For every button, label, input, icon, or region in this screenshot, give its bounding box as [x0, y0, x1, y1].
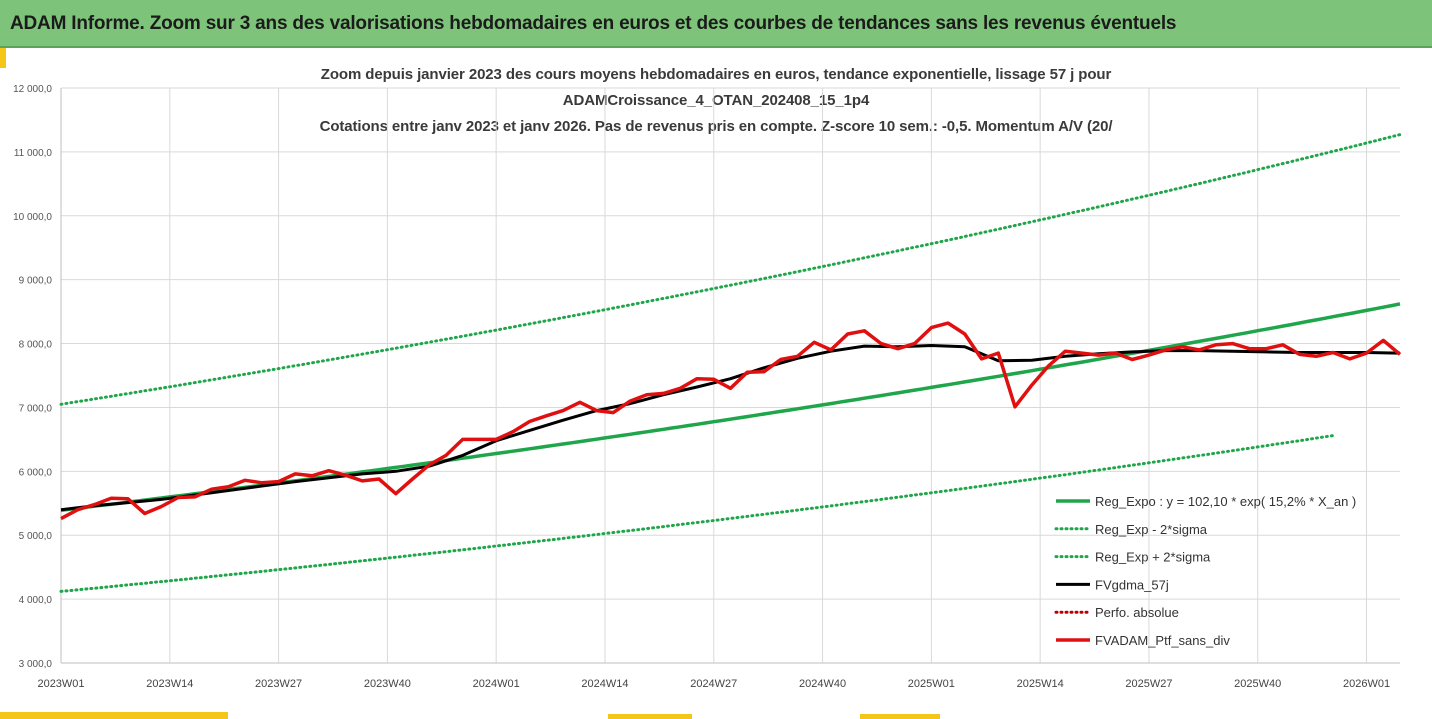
report-banner: ADAM Informe. Zoom sur 3 ans des valoris… [0, 0, 1432, 48]
chart-legend: Reg_Expo : y = 102,10 * exp( 15,2% * X_a… [1054, 494, 1356, 648]
x-tick-label: 2026W01 [1343, 678, 1390, 690]
y-tick-label: 7 000,0 [19, 403, 53, 414]
x-tick-label: 2024W40 [799, 678, 846, 690]
series-line-3 [60, 344, 1401, 512]
accent-bar-bottom-mid2 [860, 714, 940, 719]
x-tick-label: 2024W14 [581, 678, 628, 690]
chart-title-line-1: Zoom depuis janvier 2023 des cours moyen… [320, 66, 1112, 83]
x-axis-ticks: 2023W01 2023W14 2023W27 2023W40 2024W01 2024W… [37, 678, 1390, 690]
legend-label: Perfo. absolue [1095, 605, 1179, 620]
y-tick-label: 11 000,0 [14, 148, 53, 159]
y-tick-label: 4 000,0 [19, 595, 53, 606]
x-tick-label: 2025W14 [1017, 678, 1064, 690]
x-tick-label: 2023W14 [146, 678, 193, 690]
x-tick-label: 2025W27 [1125, 678, 1172, 690]
x-tick-label: 2025W01 [908, 678, 955, 690]
accent-bar-left [0, 48, 6, 68]
y-tick-label: 3 000,0 [19, 659, 53, 670]
y-tick-label: 12 000,0 [13, 84, 52, 95]
y-tick-label: 9 000,0 [19, 276, 53, 287]
x-tick-label: 2024W27 [690, 678, 737, 690]
x-tick-label: 2025W40 [1234, 678, 1281, 690]
y-tick-label: 10 000,0 [13, 212, 52, 223]
legend-label: FVADAM_Ptf_sans_div [1095, 633, 1230, 648]
accent-bar-bottom-mid [608, 714, 692, 719]
chart-series [59, 133, 1402, 593]
legend-label: Reg_Expo : y = 102,10 * exp( 15,2% * X_a… [1095, 494, 1356, 509]
series-line-2 [59, 133, 1402, 406]
series-line-5 [60, 321, 1402, 521]
legend-label: FVgdma_57j [1095, 577, 1169, 592]
x-tick-label: 2023W40 [364, 678, 411, 690]
x-tick-label: 2024W01 [473, 678, 520, 690]
accent-bar-bottom-left [0, 712, 228, 719]
y-tick-label: 5 000,0 [19, 531, 53, 542]
y-tick-label: 6 000,0 [19, 467, 53, 478]
legend-label: Reg_Exp + 2*sigma [1095, 550, 1211, 565]
chart-title-line-2: ADAMCroissance_4_OTAN_202408_15_1p4 [562, 92, 870, 109]
legend-label: Reg_Exp - 2*sigma [1095, 522, 1208, 537]
chart-title-line-3: Cotations entre janv 2023 et janv 2026. … [319, 118, 1113, 135]
x-tick-label: 2023W01 [37, 678, 84, 690]
x-tick-label: 2023W27 [255, 678, 302, 690]
report-title: ADAM Informe. Zoom sur 3 ans des valoris… [10, 13, 1177, 34]
y-tick-label: 8 000,0 [19, 340, 53, 351]
series-line-1 [59, 434, 1335, 593]
chart-grid [60, 87, 1400, 664]
y-axis-ticks: 3 000,0 4 000,0 5 000,0 6 000,0 7 000,0 8 000… [13, 84, 52, 670]
